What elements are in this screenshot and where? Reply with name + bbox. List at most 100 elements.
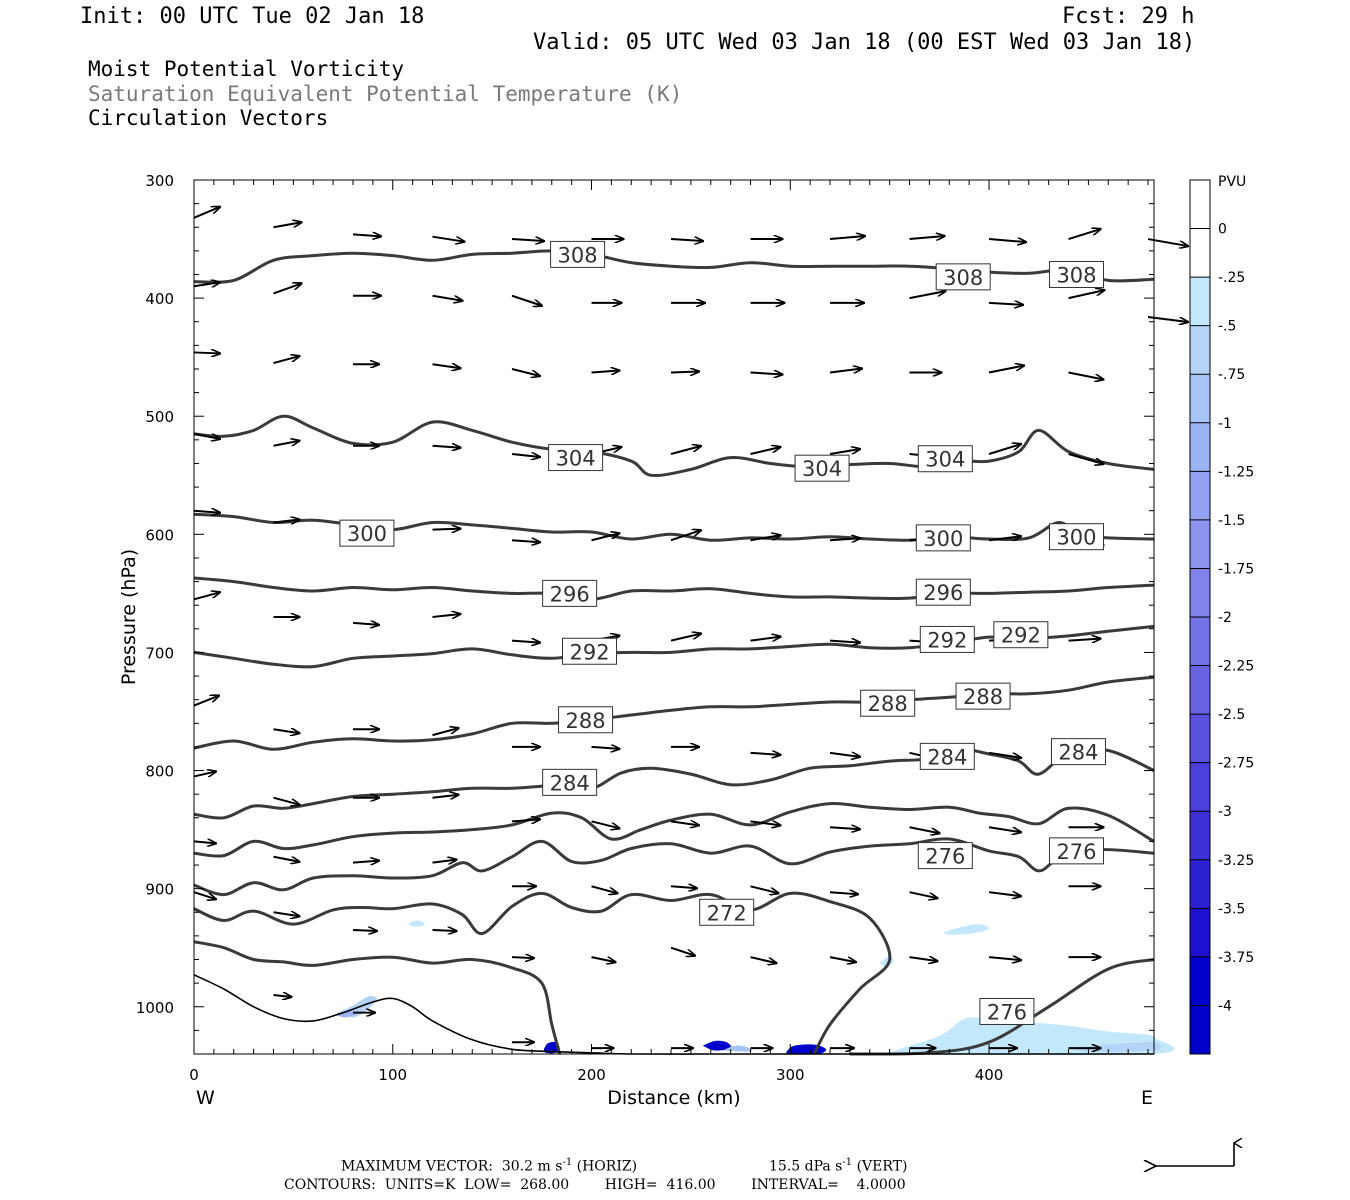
circulation-vector	[591, 820, 620, 828]
colorbar-label: -3.25	[1218, 853, 1254, 869]
colorbar-label: -.75	[1218, 367, 1245, 383]
vert-tag: (VERT)	[856, 1158, 908, 1175]
contour-label: 272	[699, 898, 755, 926]
circulation-vector	[352, 623, 379, 625]
max-vector-label: MAXIMUM VECTOR:	[341, 1158, 493, 1175]
circulation-vector	[829, 892, 858, 894]
x-end-label-right: E	[1141, 1087, 1153, 1109]
circulation-vector	[511, 294, 542, 306]
circulation-vector	[750, 447, 781, 455]
contour-label-text: 276	[925, 845, 965, 869]
colorbar-swatch	[1190, 568, 1210, 617]
circulation-vector	[670, 530, 701, 542]
circulation-vector	[750, 753, 781, 755]
circulation-vector	[511, 540, 540, 542]
contour-label-text: 288	[868, 692, 908, 716]
colorbar-swatch	[1190, 471, 1210, 520]
max-vert-line: 15.5 dPa s-1 (VERT)	[769, 1157, 907, 1175]
pv-shading	[337, 920, 1175, 1056]
circulation-vector	[273, 520, 300, 523]
circulation-vector	[591, 885, 618, 893]
circulation-vector	[670, 634, 701, 642]
pv-region	[702, 1040, 732, 1051]
circulation-vector	[988, 536, 1021, 540]
colorbar-swatch	[1190, 956, 1210, 1006]
contour-label: 284	[1050, 738, 1106, 766]
max-vert-value: 15.5 dPa s	[769, 1158, 843, 1175]
circulation-vector	[432, 235, 465, 242]
circulation-vector	[511, 239, 544, 241]
circulation-vector	[193, 771, 216, 778]
circulation-vector	[432, 446, 461, 448]
contour-label-text: 296	[550, 582, 590, 606]
circulation-vector	[432, 614, 461, 617]
init-time: Init: 00 UTC Tue 02 Jan 18	[80, 4, 425, 29]
field-title-pv: Moist Potential Vorticity	[88, 57, 405, 81]
colorbar-label: -2.25	[1218, 659, 1254, 675]
colorbar-swatch	[1190, 325, 1210, 375]
theta-contour	[193, 940, 562, 1055]
circulation-vector	[273, 995, 292, 997]
circulation-vector	[670, 946, 695, 956]
y-tick-label: 800	[145, 763, 174, 781]
contour-label-text: 284	[1058, 741, 1098, 765]
contour-label-text: 276	[1056, 840, 1096, 864]
contour-label-text: 288	[963, 685, 1003, 709]
circulation-vector	[432, 294, 463, 301]
theta-contours	[193, 249, 1155, 1056]
x-tick-label: 300	[776, 1066, 805, 1084]
circulation-vector	[1068, 371, 1104, 380]
circulation-vector	[1147, 238, 1188, 246]
circulation-vector	[670, 821, 699, 825]
x-tick-label: 200	[577, 1066, 606, 1084]
contour-label: 308	[935, 263, 991, 291]
circulation-vector	[511, 454, 540, 457]
theta-contour	[193, 891, 892, 1055]
circulation-vector	[909, 291, 946, 300]
circulation-vector	[988, 366, 1024, 374]
circulation-vector	[670, 239, 703, 241]
circulation-vector	[829, 369, 862, 373]
contour-label-text: 304	[802, 457, 842, 481]
circulation-vector	[750, 885, 779, 893]
colorbar-label: -3	[1218, 804, 1232, 820]
circulation-vector	[988, 826, 1021, 832]
circulation-vector	[193, 432, 220, 439]
circulation-vector	[273, 855, 300, 862]
theta-contour	[193, 801, 1155, 858]
circulation-vector	[511, 641, 540, 643]
colorbar-swatch	[1190, 422, 1210, 472]
colorbar: 0 -.25 -.5 -.75 -1 -1.25 -1.5 -1.75 -2 -2.25 -2.5 -…	[1189, 179, 1254, 1055]
colorbar-swatch	[1190, 859, 1210, 909]
circulation-vector	[273, 222, 302, 229]
y-axis-label: Pressure (hPa)	[118, 549, 140, 685]
forecast-hour: Fcst: 29 h	[1062, 4, 1195, 29]
colorbar-label: -2	[1218, 610, 1232, 626]
valid-time: Valid: 05 UTC Wed 03 Jan 18 (00 EST Wed …	[533, 30, 1196, 55]
circulation-vector	[829, 956, 856, 962]
circulation-vector	[988, 239, 1026, 242]
circulation-vector	[909, 236, 945, 239]
contour-label-text: 308	[943, 266, 983, 290]
circulation-vector	[273, 912, 300, 916]
circulation-vector	[273, 729, 300, 733]
circulation-vector	[273, 441, 300, 447]
contour-label-text: 272	[707, 901, 747, 925]
colorbar-swatch	[1190, 908, 1210, 957]
circulation-vector	[193, 352, 220, 353]
colorbar-swatch	[1190, 714, 1210, 763]
circulation-vector	[591, 747, 620, 749]
contour-info: CONTOURS: UNITS=K LOW= 268.00 HIGH= 416.…	[284, 1177, 906, 1193]
colorbar-swatch	[1190, 228, 1210, 278]
y-tick-label: 1000	[136, 999, 174, 1017]
circulation-vector	[432, 795, 459, 798]
contour-label: 276	[1048, 837, 1104, 865]
circulation-vector	[193, 592, 220, 601]
pv-region	[337, 1011, 358, 1018]
circulation-vector	[1147, 316, 1188, 322]
circulation-vector	[829, 753, 860, 757]
colorbar-label: -4	[1218, 998, 1232, 1014]
colorbar-swatch	[1190, 617, 1210, 666]
circulation-vector	[670, 886, 697, 888]
